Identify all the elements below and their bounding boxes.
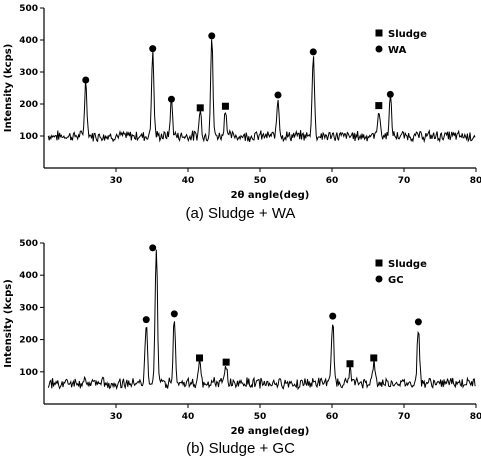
phase-marker (208, 32, 216, 40)
legend-label: Sludge (388, 29, 427, 40)
phase-marker (82, 76, 90, 84)
legend-square-icon (375, 29, 383, 37)
x-tick-label: 80 (470, 176, 481, 186)
y-tick-label: 400 (19, 36, 38, 46)
legend-label: GC (388, 275, 404, 286)
x-tick-label: 40 (182, 176, 195, 186)
phase-marker (329, 312, 337, 320)
y-axis-title: Intensity (kcps) (3, 44, 14, 133)
legend-circle-icon (375, 275, 383, 283)
sludge-marker (222, 358, 230, 366)
y-tick-label: 500 (19, 239, 38, 249)
x-tick-label: 70 (398, 176, 411, 186)
y-axis-title: Intensity (kcps) (3, 279, 14, 368)
legend-circle-icon (375, 45, 383, 53)
legend-label: Sludge (388, 259, 427, 270)
phase-marker (414, 318, 422, 326)
x-tick-label: 60 (326, 412, 339, 422)
x-tick-label: 50 (254, 412, 267, 422)
phase-marker (386, 90, 394, 98)
y-tick-label: 300 (19, 68, 38, 78)
sludge-marker (346, 360, 354, 368)
sludge-marker (196, 104, 204, 112)
xrd-trace (47, 39, 476, 144)
chart-caption-a: (a) Sludge + WA (185, 205, 296, 222)
y-tick-label: 100 (19, 368, 38, 378)
y-tick-label: 200 (19, 336, 38, 346)
xrd-chart-sludge-wa: 100 200 300 400 500 30 40 50 60 70 80 2θ angle(deg)… (3, 4, 481, 200)
x-tick-label: 40 (182, 412, 195, 422)
x-tick-label: 60 (326, 176, 339, 186)
phase-marker (142, 316, 150, 324)
x-axis-title: 2θ angle(deg) (231, 190, 310, 200)
legend-label: WA (388, 45, 407, 56)
y-tick-label: 200 (19, 100, 38, 110)
sludge-marker (370, 354, 378, 362)
sludge-marker (375, 102, 383, 110)
phase-marker (149, 244, 157, 252)
phase-marker (167, 95, 175, 103)
sludge-marker (196, 354, 204, 362)
phase-marker (274, 91, 282, 99)
y-tick-label: 100 (19, 132, 38, 142)
phase-marker (309, 48, 317, 56)
phase-marker (149, 45, 157, 53)
x-tick-label: 50 (254, 176, 267, 186)
sludge-marker (221, 102, 229, 110)
y-tick-label: 300 (19, 303, 38, 313)
x-axis-title: 2θ angle(deg) (231, 426, 310, 437)
phase-marker (170, 310, 178, 318)
y-tick-label: 500 (19, 4, 38, 14)
xrd-chart-sludge-gc: 100 200 300 400 500 30 40 50 60 70 80 2θ angle(deg)… (3, 239, 481, 437)
legend-square-icon (375, 259, 383, 267)
x-tick-label: 80 (470, 412, 481, 422)
x-tick-label: 30 (110, 412, 123, 422)
y-tick-label: 400 (19, 271, 38, 281)
x-tick-label: 30 (110, 176, 123, 186)
chart-caption-b: (b) Sludge + GC (186, 440, 295, 457)
x-tick-label: 70 (398, 412, 411, 422)
xrd-trace (47, 249, 476, 391)
